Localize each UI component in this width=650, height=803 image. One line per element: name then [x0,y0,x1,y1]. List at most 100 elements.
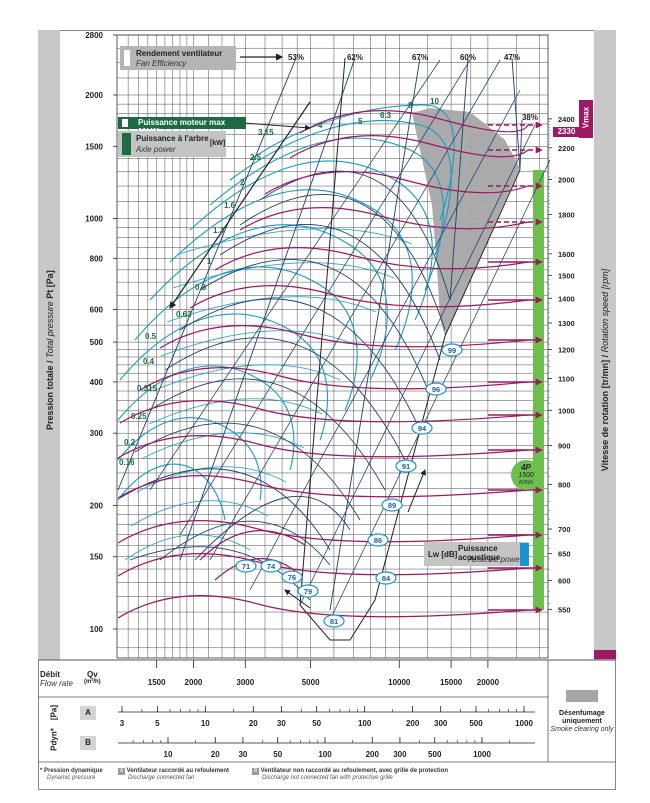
speed-curve [199,529,306,561]
power-label: 2.5 [250,153,262,162]
power-line [149,59,441,491]
motor-max-marker [122,119,128,127]
acoustic-label: 79 [304,587,312,596]
power-label: 1.3 [213,226,225,235]
power-label: 0.16 [119,458,135,467]
blade-angle-curve [169,189,413,351]
y-tick-label: 600 [90,306,104,315]
pdyn-b-label: 30 [238,750,247,759]
speed-curve [299,110,529,134]
speed-curve [264,171,529,195]
pdyn-row-b: B [80,736,96,750]
rpm-tick-label: 1300 [558,319,575,328]
bottom-scales: 1500 2000 3000 5000 10000 15000 20000 3 5 10 20 30 5… [38,659,616,763]
rpm-tick-label: 1800 [558,211,575,220]
vmax-badge: Vmax [579,100,593,138]
acoustic-label: 74 [267,562,276,571]
chart-labels: 53% 62% 67% 60% 47% 38% 0.16 0.2 0.25 0.315 0.4 0.5… [119,53,538,628]
pole-badge: 4P 1500 tr/mn [511,460,541,490]
efficiency-curve [159,520,331,566]
rpm-tick-label: 600 [558,576,571,585]
pdyn-a-label: 30 [277,719,286,728]
power-label: 0.5 [145,332,157,341]
vmax-value: 2330 [553,127,580,137]
pdyn-row-a: A [80,706,96,720]
speed-curve [117,520,529,544]
pdyn-a-label: 300 [434,719,448,728]
rpm-tick-label: 700 [558,525,571,534]
acoustic-marker [520,543,529,566]
pdyn-b-label: 50 [273,750,282,759]
bottom-accent [594,650,616,659]
acoustic-ellipse [441,343,463,357]
acoustic-ellipse [323,614,345,628]
flow-tick-label: 2000 [185,678,203,687]
footnote-pdyn-en: Dynamic pressure [47,775,96,781]
power-label: 5 [358,117,363,126]
pdyn-b-label: 100 [318,750,332,759]
efficiency-legend: Rendement ventilateur Fan Efficiency [120,46,236,70]
y-axis-right-band: Vitesse de rotation [tr/mn] / Rotation s… [594,30,616,660]
acoustic-label: 76 [288,573,296,582]
rpm-tick-label: 800 [558,481,571,490]
pdyn-a-label: 1000 [515,719,533,728]
efficiency-curve [259,170,451,301]
acoustic-label: 86 [374,536,382,545]
efficiency-legend-title: Rendement ventilateur [136,49,223,58]
acoustic-label: 81 [330,617,338,626]
efficiency-ray [511,57,521,171]
power-label: 1.6 [224,201,236,210]
footnote-b-text: Ventilateur non raccordé au refoulement,… [260,768,449,774]
blade-angle-curve [117,417,262,501]
pdyn-a-label: 3 [120,719,125,728]
efficiency-legend-sub: Fan Efficiency [136,59,187,68]
y-axis-left-band: Pression totale / Total pressure Pt [Pa] [38,30,60,660]
power-label: 2 [240,178,245,187]
flow-unit-top: Qv [87,670,98,679]
rpm-tick-label: 1400 [558,294,575,303]
power-label: 0.63 [176,310,192,319]
acoustic-label: 94 [418,424,427,433]
acoustic-arrow [407,469,426,513]
pdyn-unit: [Pa] [49,704,59,721]
y-tick-label: 400 [90,378,104,387]
blade-inner-curve [148,398,323,425]
blade-inner-curve [136,466,287,493]
acoustic-label: 99 [448,346,456,355]
axle-power-label: Puissance à l'arbre [136,134,209,143]
efficiency-ray [449,57,469,301]
acoustic-label: 84 [382,574,391,583]
axle-power-unit: [kW] [210,140,226,147]
rpm-tick-label: 1600 [558,250,575,259]
smoke-swatch [566,690,598,702]
power-line [249,89,521,591]
pdyn-b-label: 200 [366,750,380,759]
efficiency-curve [239,193,446,331]
speed-curve [214,247,529,271]
flow-title: Débit [40,670,60,679]
flow-tick-label: 10000 [388,678,411,687]
efficiency-label: 38% [522,113,538,122]
power-label: 1 [207,257,212,266]
motor-arrow [243,122,311,131]
efficiency-label: 53% [288,53,304,62]
footnote-b-en: Discharge not connected fan with protect… [262,775,393,781]
power-label: 3.15 [258,128,274,137]
range-arrow [284,589,311,609]
efficiency-curve [179,298,421,431]
blade-inner-curve [172,262,395,289]
acoustic-ellipse [411,421,433,435]
y-tick-label: 200 [90,501,104,510]
rpm-tick-label: 2400 [558,115,575,124]
acoustic-legend: Lw [dB] Puissance acoustique Acoustic po… [424,542,528,566]
acoustic-ellipse [381,498,403,512]
pdyn-a-label: 100 [358,719,372,728]
pdyn-b-label: 10 [164,750,173,759]
blade-inner-curve [130,500,269,527]
y-tick-label: 150 [90,553,104,562]
power-label: 0.2 [124,438,136,447]
flow-tick-label: 15000 [440,678,463,687]
vmax-label: Vmax [581,106,591,129]
green-speed-bar [533,170,544,610]
